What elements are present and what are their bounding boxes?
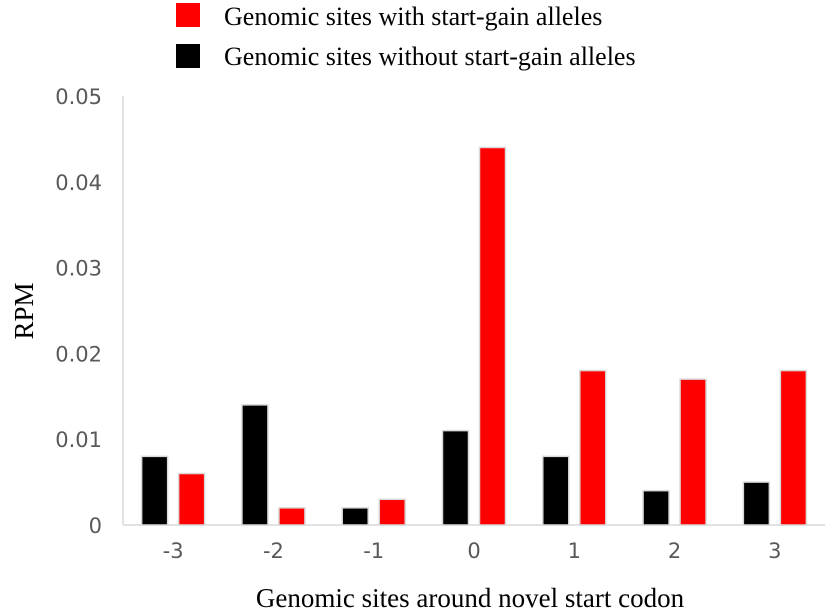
legend-swatch-with-start-gain <box>176 3 200 27</box>
legend: Genomic sites with start-gain alleles Ge… <box>176 2 636 71</box>
x-tick-label: -3 <box>163 539 184 563</box>
bar-without-start-gain <box>742 481 771 526</box>
y-tick-labels: 0 0.01 0.02 0.03 0.04 0.05 <box>55 85 102 538</box>
y-tick-label: 0.02 <box>55 342 102 366</box>
y-tick-label: 0.01 <box>55 428 102 452</box>
x-tick-label: 1 <box>568 539 581 563</box>
x-tick-label: 3 <box>768 539 781 563</box>
bar-with-start-gain <box>579 369 607 526</box>
bar-with-start-gain <box>478 146 507 526</box>
bar-without-start-gain <box>140 455 169 526</box>
bar-with-start-gain <box>779 369 808 526</box>
bar-without-start-gain <box>542 455 570 526</box>
y-axis-title: RPM <box>9 282 39 339</box>
bar-without-start-gain <box>441 429 470 526</box>
x-tick-label: -2 <box>263 539 284 563</box>
x-tick-label: 2 <box>668 539 681 563</box>
x-axis-title: Genomic sites around novel start codon <box>256 583 685 613</box>
x-axis: -3 -2 -1 0 1 2 3 <box>123 524 825 563</box>
x-tick-label: -1 <box>363 539 384 563</box>
x-tick-label: 0 <box>467 539 480 563</box>
bar-with-start-gain <box>177 472 206 526</box>
bar-without-start-gain <box>241 404 269 526</box>
y-tick-label: 0.04 <box>55 171 102 195</box>
bar-with-start-gain <box>278 507 306 526</box>
bar-without-start-gain <box>341 507 369 526</box>
y-tick-label: 0.05 <box>55 85 102 109</box>
y-tick-label: 0 <box>89 514 102 538</box>
y-axis: 0 0.01 0.02 0.03 0.04 0.05 <box>55 85 124 538</box>
legend-label-with-start-gain: Genomic sites with start-gain alleles <box>224 2 602 31</box>
x-tick-labels: -3 -2 -1 0 1 2 3 <box>163 539 782 563</box>
legend-label-without-start-gain: Genomic sites without start-gain alleles <box>224 42 636 71</box>
bars <box>140 146 808 526</box>
bar-without-start-gain <box>642 489 670 526</box>
bar-with-start-gain <box>679 378 707 526</box>
y-tick-label: 0.03 <box>55 257 102 281</box>
bar-with-start-gain <box>378 498 406 526</box>
legend-swatch-without-start-gain <box>176 44 200 68</box>
